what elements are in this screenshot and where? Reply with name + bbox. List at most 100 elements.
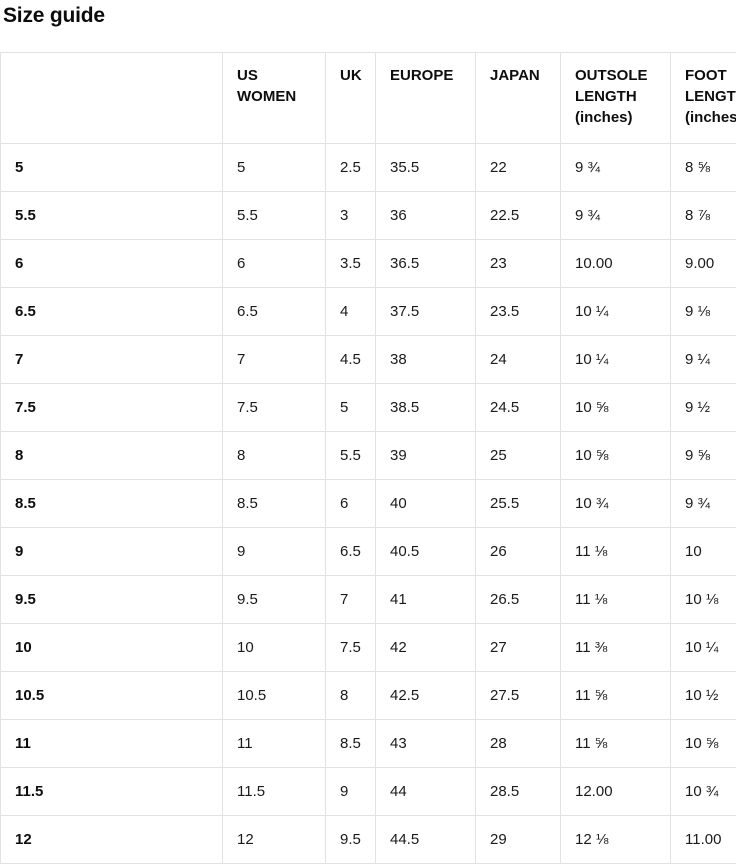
row-label-size: 6: [0, 239, 223, 288]
table-row: 7.5 7.5 5 38.5 24.5 10 ⅝ 9 ½: [0, 383, 736, 432]
cell-us-women: 9: [222, 527, 326, 576]
table-row: 6.5 6.5 4 37.5 23.5 10 ¼ 9 ⅛: [0, 287, 736, 336]
cell-outsole-length: 11 ⅝: [560, 671, 671, 720]
cell-uk: 4.5: [325, 335, 376, 384]
cell-us-women: 6: [222, 239, 326, 288]
row-label-size: 7.5: [0, 383, 223, 432]
cell-europe: 43: [375, 719, 476, 768]
cell-japan: 28.5: [475, 767, 561, 816]
cell-japan: 26: [475, 527, 561, 576]
cell-foot-length: 9 ¾: [670, 479, 736, 528]
cell-europe: 37.5: [375, 287, 476, 336]
cell-us-women: 6.5: [222, 287, 326, 336]
header-cell-outsole-length: OUTSOLE LENGTH (inches): [560, 52, 671, 144]
table-row: 7 7 4.5 38 24 10 ¼ 9 ¼: [0, 335, 736, 384]
row-label-size: 5.5: [0, 191, 223, 240]
row-label-size: 10.5: [0, 671, 223, 720]
cell-us-women: 8: [222, 431, 326, 480]
row-label-size: 9.5: [0, 575, 223, 624]
cell-europe: 42.5: [375, 671, 476, 720]
cell-japan: 23.5: [475, 287, 561, 336]
cell-outsole-length: 9 ¾: [560, 191, 671, 240]
cell-us-women: 9.5: [222, 575, 326, 624]
cell-foot-length: 10 ¼: [670, 623, 736, 672]
cell-us-women: 11: [222, 719, 326, 768]
cell-uk: 9: [325, 767, 376, 816]
table-row: 9.5 9.5 7 41 26.5 11 ⅛ 10 ⅛: [0, 575, 736, 624]
cell-outsole-length: 10 ¼: [560, 335, 671, 384]
cell-us-women: 8.5: [222, 479, 326, 528]
header-cell-japan: JAPAN: [475, 52, 561, 144]
size-guide-table-container: US WOMEN UK EUROPE JAPAN OUTSOLE LENGTH …: [0, 52, 736, 867]
cell-foot-length: 10 ⅝: [670, 719, 736, 768]
cell-uk: 3: [325, 191, 376, 240]
row-label-size: 9: [0, 527, 223, 576]
row-label-size: 7: [0, 335, 223, 384]
cell-japan: 22.5: [475, 191, 561, 240]
cell-europe: 40: [375, 479, 476, 528]
row-label-size: 11: [0, 719, 223, 768]
cell-japan: 29: [475, 815, 561, 864]
cell-uk: 2.5: [325, 143, 376, 192]
cell-europe: 36.5: [375, 239, 476, 288]
size-guide-table: US WOMEN UK EUROPE JAPAN OUTSOLE LENGTH …: [0, 52, 736, 864]
cell-uk: 3.5: [325, 239, 376, 288]
cell-europe: 42: [375, 623, 476, 672]
cell-outsole-length: 12 ⅛: [560, 815, 671, 864]
row-label-size: 8: [0, 431, 223, 480]
table-row: 8 8 5.5 39 25 10 ⅝ 9 ⅝: [0, 431, 736, 480]
cell-uk: 6.5: [325, 527, 376, 576]
table-row: 5 5 2.5 35.5 22 9 ¾ 8 ⅝: [0, 143, 736, 192]
cell-uk: 6: [325, 479, 376, 528]
table-row: 10 10 7.5 42 27 11 ⅜ 10 ¼: [0, 623, 736, 672]
cell-us-women: 10.5: [222, 671, 326, 720]
cell-japan: 25.5: [475, 479, 561, 528]
cell-japan: 26.5: [475, 575, 561, 624]
cell-outsole-length: 10 ⅝: [560, 383, 671, 432]
cell-foot-length: 11.00: [670, 815, 736, 864]
cell-foot-length: 10 ½: [670, 671, 736, 720]
cell-foot-length: 9 ⅛: [670, 287, 736, 336]
cell-europe: 39: [375, 431, 476, 480]
cell-foot-length: 9 ¼: [670, 335, 736, 384]
cell-outsole-length: 10 ⅝: [560, 431, 671, 480]
header-cell-uk: UK: [325, 52, 376, 144]
cell-us-women: 11.5: [222, 767, 326, 816]
cell-europe: 38: [375, 335, 476, 384]
cell-japan: 24.5: [475, 383, 561, 432]
cell-europe: 38.5: [375, 383, 476, 432]
cell-japan: 27.5: [475, 671, 561, 720]
cell-uk: 7.5: [325, 623, 376, 672]
row-label-size: 12: [0, 815, 223, 864]
cell-europe: 35.5: [375, 143, 476, 192]
cell-europe: 44: [375, 767, 476, 816]
cell-outsole-length: 12.00: [560, 767, 671, 816]
header-cell-us-women: US WOMEN: [222, 52, 326, 144]
cell-us-women: 10: [222, 623, 326, 672]
cell-europe: 36: [375, 191, 476, 240]
cell-europe: 44.5: [375, 815, 476, 864]
cell-foot-length: 8 ⅞: [670, 191, 736, 240]
cell-japan: 28: [475, 719, 561, 768]
row-label-size: 10: [0, 623, 223, 672]
cell-uk: 9.5: [325, 815, 376, 864]
row-label-size: 8.5: [0, 479, 223, 528]
cell-foot-length: 10: [670, 527, 736, 576]
cell-outsole-length: 11 ⅜: [560, 623, 671, 672]
cell-us-women: 5: [222, 143, 326, 192]
cell-foot-length: 9 ½: [670, 383, 736, 432]
cell-uk: 5: [325, 383, 376, 432]
cell-foot-length: 10 ⅛: [670, 575, 736, 624]
cell-outsole-length: 11 ⅝: [560, 719, 671, 768]
cell-outsole-length: 10 ¼: [560, 287, 671, 336]
cell-japan: 24: [475, 335, 561, 384]
page-title: Size guide: [3, 4, 105, 27]
table-row: 5.5 5.5 3 36 22.5 9 ¾ 8 ⅞: [0, 191, 736, 240]
cell-us-women: 5.5: [222, 191, 326, 240]
header-cell-blank: [0, 52, 223, 144]
size-guide-table-body: 5 5 2.5 35.5 22 9 ¾ 8 ⅝ 5.5 5.5 3 36 22.…: [0, 143, 736, 864]
cell-uk: 4: [325, 287, 376, 336]
row-label-size: 5: [0, 143, 223, 192]
cell-uk: 7: [325, 575, 376, 624]
cell-us-women: 7: [222, 335, 326, 384]
